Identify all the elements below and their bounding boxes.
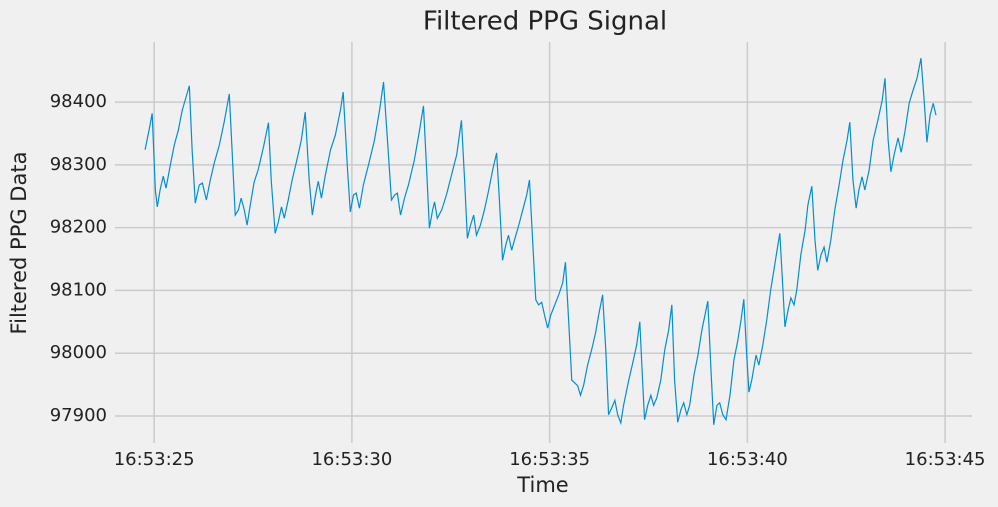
x-tick-label: 16:53:25 [114,449,195,470]
x-tick-label: 16:53:45 [905,449,986,470]
y-axis-label: Filtered PPG Data [7,152,31,335]
chart-title: Filtered PPG Signal [423,7,667,37]
grid [115,42,972,443]
y-tick-label: 98400 [50,91,107,112]
y-tick-label: 98300 [50,154,107,175]
data-line [144,58,937,426]
y-tick-label: 98000 [50,342,107,363]
y-tick-label: 98200 [50,217,107,238]
x-tick-label: 16:53:35 [509,449,590,470]
x-tick-label: 16:53:30 [311,449,392,470]
y-tick-label: 97900 [50,405,107,426]
x-tick-label: 16:53:40 [707,449,788,470]
x-axis-label: Time [516,473,568,497]
y-tick-label: 98100 [50,279,107,300]
